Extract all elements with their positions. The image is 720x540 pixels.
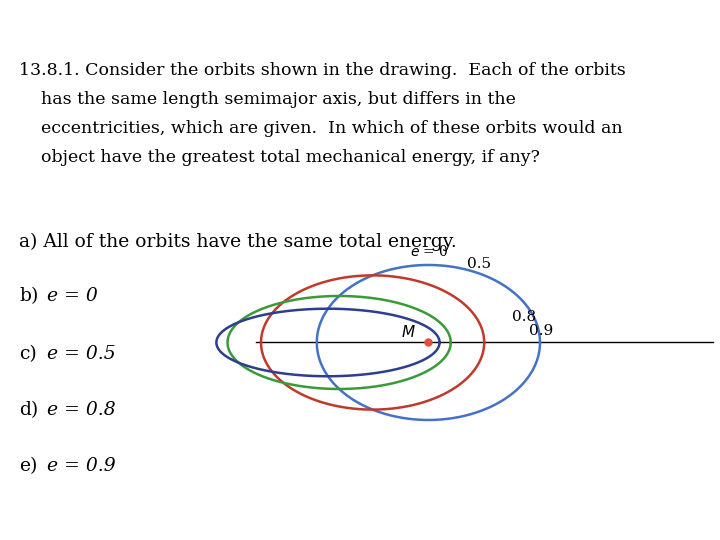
- Text: a) All of the orbits have the same total energy.: a) All of the orbits have the same total…: [19, 233, 457, 251]
- Text: has the same length semimajor axis, but differs in the: has the same length semimajor axis, but …: [19, 91, 516, 109]
- Text: WILEY: WILEY: [49, 9, 132, 31]
- Text: e): e): [19, 457, 38, 476]
- Text: 13.8.1. Consider the orbits shown in the drawing.  Each of the orbits: 13.8.1. Consider the orbits shown in the…: [19, 63, 626, 79]
- Text: W: W: [12, 13, 28, 27]
- Text: $M$: $M$: [401, 324, 415, 340]
- Text: e = 0.5: e = 0.5: [47, 345, 115, 363]
- Text: object have the greatest total mechanical energy, if any?: object have the greatest total mechanica…: [19, 150, 540, 166]
- Text: 0.8: 0.8: [512, 310, 536, 324]
- Text: e = 0.9: e = 0.9: [47, 457, 115, 476]
- Text: c): c): [19, 345, 37, 363]
- Text: $e$ = 0: $e$ = 0: [410, 244, 449, 259]
- Text: e = 0: e = 0: [47, 287, 97, 306]
- Text: d): d): [19, 401, 39, 419]
- Text: 0.9: 0.9: [528, 325, 553, 339]
- Text: 0.5: 0.5: [467, 258, 492, 272]
- Text: e = 0.8: e = 0.8: [47, 401, 115, 419]
- Text: b): b): [19, 287, 39, 306]
- Text: eccentricities, which are given.  In which of these orbits would an: eccentricities, which are given. In whic…: [19, 120, 623, 138]
